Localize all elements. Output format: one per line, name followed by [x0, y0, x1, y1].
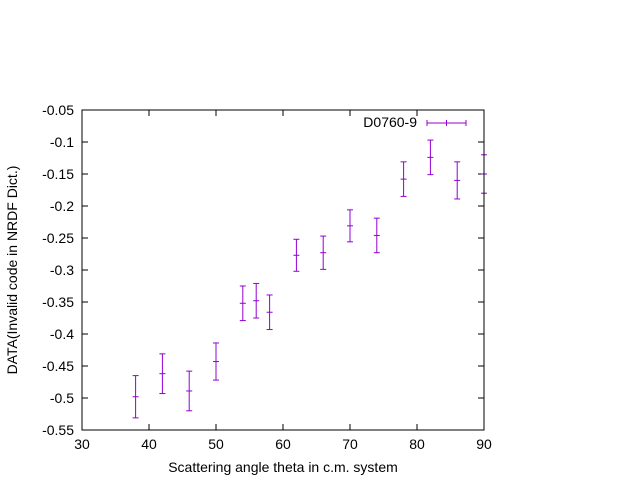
legend-sample — [426, 120, 467, 126]
data-point — [213, 342, 219, 381]
data-point — [253, 282, 260, 319]
data-point — [132, 375, 139, 419]
y-tick-label: -0.45 — [42, 358, 74, 374]
y-tick-label: -0.2 — [50, 198, 74, 214]
legend-label: D0760-9 — [363, 114, 417, 130]
data-point — [293, 238, 300, 272]
x-tick-label: 40 — [141, 436, 157, 452]
data-point — [266, 294, 273, 331]
data-point — [347, 209, 353, 243]
y-tick-label: -0.05 — [42, 102, 74, 118]
plot-frame — [81, 109, 485, 431]
data-point — [320, 235, 327, 270]
y-tick-label: -0.55 — [42, 422, 74, 438]
y-tick-label: -0.4 — [50, 326, 74, 342]
x-axis-label: Scattering angle theta in c.m. system — [168, 459, 398, 475]
legend: D0760-9 — [363, 114, 467, 130]
data-point — [159, 353, 166, 395]
x-tick-label: 30 — [74, 436, 90, 452]
x-tick-label: 50 — [208, 436, 224, 452]
y-tick-label: -0.5 — [50, 390, 74, 406]
data-point — [373, 217, 380, 254]
series-layer — [132, 139, 487, 419]
x-tick-label: 80 — [409, 436, 425, 452]
x-tick-label: 60 — [275, 436, 291, 452]
y-axis-label: DATA(Invalid code in NRDF Dict.) — [4, 166, 20, 375]
x-tick-label: 90 — [476, 436, 492, 452]
y-tick-label: -0.25 — [42, 230, 74, 246]
x-tick-label: 70 — [342, 436, 358, 452]
ticks-layer: -0.55 -0.5 -0.45 -0.4 -0.35 -0.3 -0.25 -0.2 -0.1… — [42, 102, 492, 452]
data-point — [239, 285, 246, 322]
y-tick-label: -0.1 — [50, 134, 74, 150]
data-point — [427, 139, 434, 176]
data-point — [186, 370, 193, 412]
data-point — [454, 161, 461, 200]
y-tick-label: -0.15 — [42, 166, 74, 182]
y-tick-label: -0.3 — [50, 262, 74, 278]
y-tick-label: -0.35 — [42, 294, 74, 310]
data-point — [400, 161, 407, 197]
